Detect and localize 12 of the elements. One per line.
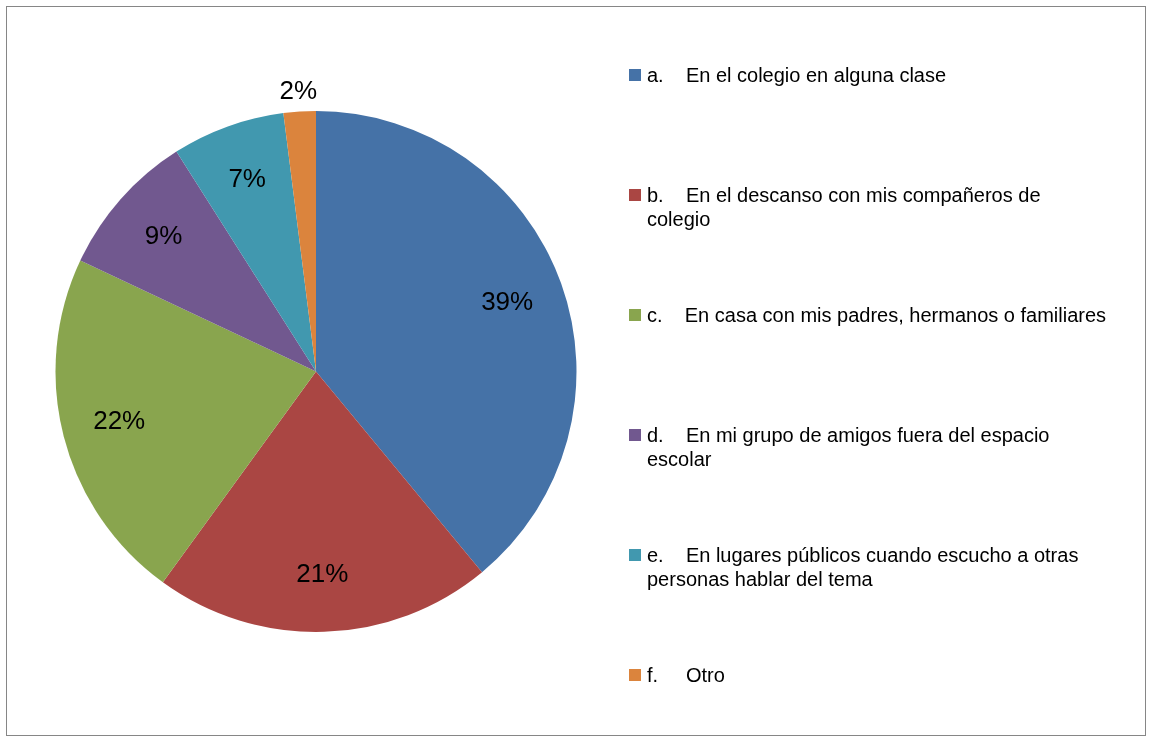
legend-label: f. Otro	[647, 664, 725, 686]
legend-label: d. En mi grupo de amigos fuera del espacio escolar	[647, 424, 1051, 470]
data-label: 9%	[144, 220, 183, 251]
data-label: 39%	[481, 285, 534, 316]
data-label: 22%	[93, 405, 146, 436]
data-label: 7%	[228, 163, 266, 194]
legend-label: e. En lugares públicos cuando escucho a otras personas hablar del tema	[647, 544, 1080, 590]
data-label: 2%	[279, 74, 318, 105]
legend-label: b. En el descanso con mis compañeros de colegio	[647, 184, 1042, 230]
legend-label: c. En casa con mis padres, hermanos o familiares	[647, 304, 1107, 326]
legend-label: a. En el colegio en alguna clase	[647, 64, 947, 86]
data-label: 21%	[296, 557, 349, 588]
